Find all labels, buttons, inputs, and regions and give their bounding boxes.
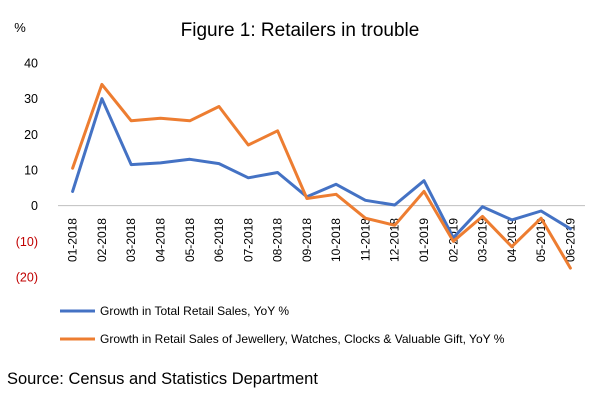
x-tick-label: 03-2018 [124,218,138,262]
x-tick-label: 05-2018 [183,218,197,262]
y-axis-ticks: 40 30 20 10 0 (10) (20) [16,57,38,285]
chart-title: Figure 1: Retailers in trouble [181,20,420,41]
y-tick-label: (20) [16,271,38,285]
y-tick-label: 20 [24,128,38,142]
x-tick-label: 01-2019 [417,218,431,262]
x-tick-label: 04-2018 [153,218,167,262]
legend-label-1: Growth in Total Retail Sales, YoY % [100,304,289,318]
x-tick-label: 09-2018 [300,218,314,262]
x-tick-label: 10-2018 [329,218,343,262]
series-line-2 [71,82,572,270]
y-tick-label: 0 [31,199,38,213]
y-tick-label: (10) [16,235,38,249]
x-tick-label: 07-2018 [241,218,255,262]
x-axis-ticks: 01-2018 02-2018 03-2018 04-2018 05-2018 06-20… [66,218,578,262]
legend-label-2: Growth in Retail Sales of Jewellery, Wat… [100,332,505,346]
x-tick-label: 03-2019 [476,218,490,262]
x-tick-label: 08-2018 [271,218,285,262]
series-lines [71,82,572,270]
x-tick-label: 11-2018 [358,218,372,261]
x-tick-label: 12-2018 [388,218,402,262]
y-axis-unit: % [14,20,26,35]
x-tick-label: 05-2019 [534,218,548,262]
y-tick-label: 40 [24,57,38,71]
legend: Growth in Total Retail Sales, YoY % Growt… [60,304,505,346]
y-tick-label: 10 [24,164,38,178]
series-line-1 [71,97,572,240]
x-tick-label: 06-2018 [212,218,226,262]
x-tick-label: 01-2018 [66,218,80,262]
y-tick-label: 30 [24,92,38,106]
source-note: Source: Census and Statistics Department [7,370,318,388]
x-tick-label: 06-2019 [563,218,577,262]
x-tick-label: 04-2019 [505,218,519,262]
x-tick-label: 02-2018 [95,218,109,262]
